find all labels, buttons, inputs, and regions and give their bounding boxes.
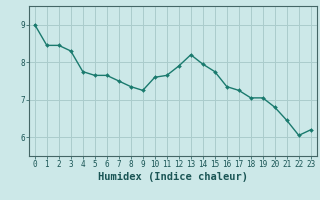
X-axis label: Humidex (Indice chaleur): Humidex (Indice chaleur) xyxy=(98,172,248,182)
